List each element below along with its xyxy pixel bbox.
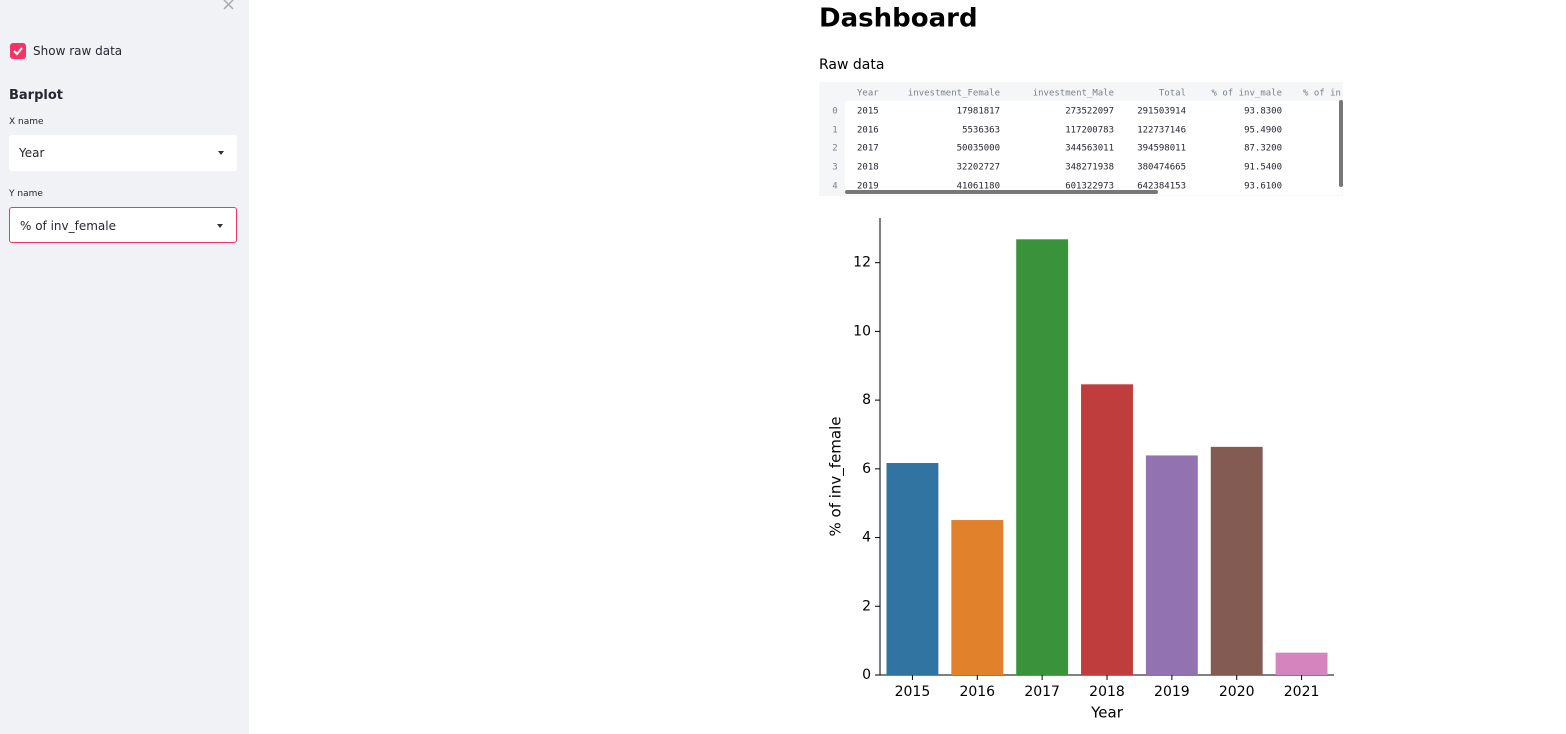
table-cell: 2015 — [857, 107, 879, 117]
table-cell: 32202727 — [957, 163, 1000, 173]
bar — [1275, 652, 1328, 675]
column-header: investment_Female — [908, 89, 1000, 99]
close-icon[interactable]: × — [221, 0, 237, 15]
column-header: Total — [1159, 89, 1186, 99]
column-header: Year — [857, 89, 879, 99]
row-index: 1 — [832, 126, 837, 136]
table-cell: 117200783 — [1065, 126, 1114, 136]
y-tick-label: 0 — [862, 667, 871, 683]
table-cell: 122737146 — [1137, 126, 1186, 136]
bar-chart: 0 2 4 6 8 10 12 2015 2016 2017 2018 2019 2020 2021 Yea… — [827, 218, 1334, 722]
table-cell: 348271938 — [1065, 163, 1114, 173]
table-cell: 2018 — [857, 163, 879, 173]
table-cell: 87.3200 — [1244, 144, 1282, 154]
y-tick-label: 8 — [862, 392, 871, 408]
table-cell: 2016 — [857, 126, 879, 136]
h-scrollbar[interactable] — [845, 190, 1158, 194]
table-cell: 601322973 — [1065, 182, 1114, 192]
table-cell: 50035000 — [957, 144, 1000, 154]
bar — [1081, 384, 1133, 675]
column-header: % of in — [1303, 89, 1341, 99]
y-tick-label: 12 — [853, 255, 871, 271]
y-tick-label: 10 — [853, 323, 871, 339]
x-tick-label: 2020 — [1219, 684, 1255, 700]
x-axis-label: Year — [1090, 704, 1124, 722]
table-cell: 394598011 — [1137, 144, 1186, 154]
bar — [1145, 455, 1198, 675]
data-table: Year investment_Female investment_Male Tota… — [819, 82, 1343, 196]
page-title: Dashboard — [819, 4, 978, 34]
table-cell: 380474665 — [1137, 163, 1186, 173]
section-title: Barplot — [9, 88, 63, 103]
x-tick-label: 2015 — [895, 684, 931, 700]
bar — [951, 520, 1004, 675]
table-cell: 95.4900 — [1244, 126, 1282, 136]
checkbox[interactable] — [10, 43, 26, 59]
sidebar: × Show raw data Barplot X name Year Y na… — [0, 0, 249, 734]
row-index: 2 — [832, 144, 837, 154]
row-index: 0 — [832, 107, 837, 117]
raw-data-label: Raw data — [819, 57, 884, 73]
table-cell: 291503914 — [1137, 107, 1186, 117]
x-tick-label: 2017 — [1024, 684, 1060, 700]
table-cell: 93.8300 — [1244, 107, 1282, 117]
y-tick-label: 6 — [862, 461, 871, 477]
table-cell: 344563011 — [1065, 144, 1114, 154]
row-index: 4 — [832, 182, 837, 192]
y-tick-label: 4 — [862, 530, 871, 546]
checkbox-label: Show raw data — [33, 44, 123, 58]
column-header: % of inv_male — [1212, 89, 1282, 99]
table-cell: 2019 — [857, 182, 879, 192]
row-index: 3 — [832, 163, 837, 173]
x-tick-label: 2021 — [1284, 684, 1320, 700]
table-cell: 2017 — [857, 144, 879, 154]
v-scrollbar[interactable] — [1339, 100, 1343, 187]
column-header: investment_Male — [1033, 89, 1114, 99]
table-cell: 91.5400 — [1244, 163, 1282, 173]
table-cell: 642384153 — [1137, 182, 1186, 192]
select-label: Y name — [9, 189, 43, 199]
table-cell: 273522097 — [1065, 107, 1114, 117]
bar — [886, 462, 939, 675]
table-cell: 41061180 — [957, 182, 1000, 192]
y-select[interactable]: % of inv_female — [9, 207, 237, 243]
bar — [1016, 239, 1069, 675]
x-select[interactable]: Year — [9, 135, 237, 171]
x-tick-label: 2018 — [1089, 684, 1125, 700]
x-tick-label: 2016 — [959, 684, 995, 700]
select-label: X name — [9, 117, 44, 127]
table-cell: 17981817 — [957, 107, 1000, 117]
y-axis-label: % of inv_female — [827, 416, 846, 536]
y-tick-label: 2 — [862, 598, 871, 614]
table-cell: 93.6100 — [1244, 182, 1282, 192]
x-tick-label: 2019 — [1154, 684, 1190, 700]
table-cell: 5536363 — [962, 126, 1000, 136]
bar — [1210, 446, 1263, 675]
